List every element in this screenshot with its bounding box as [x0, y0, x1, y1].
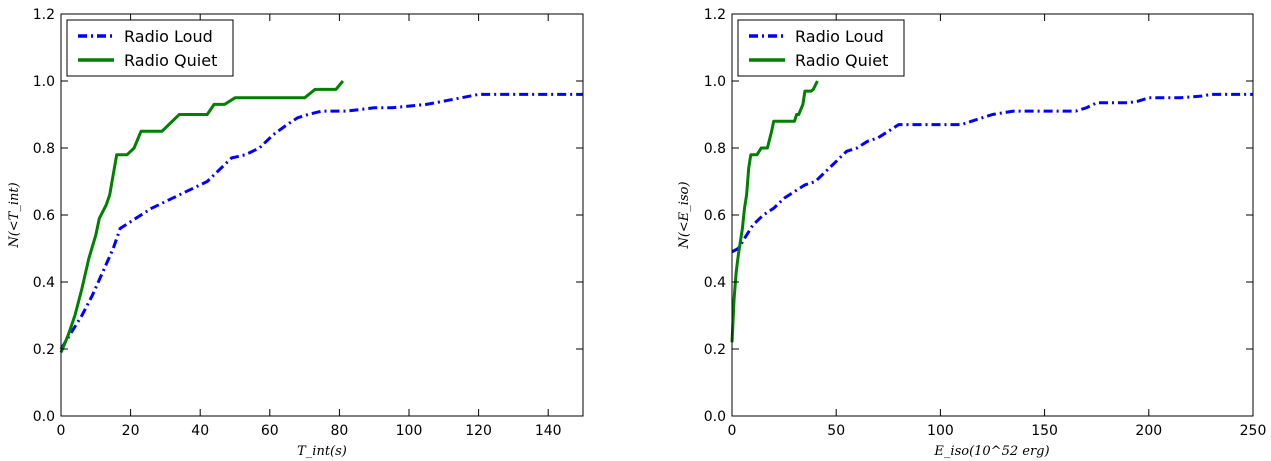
ticks-layer: 0 20 40 60 80 100 120 140 0.0 0.2 0.4 0.6 0.8 1.0 1.2 [33, 7, 583, 439]
y-tick-label: 0.2 [704, 342, 726, 358]
x-tick-label: 50 [827, 423, 845, 439]
y-tick-label: 1.2 [704, 7, 726, 23]
x-axis-label: E_iso(10^52 erg) [933, 444, 1049, 459]
chart-left: 0 20 40 60 80 100 120 1400.00.20.40.60.81.01.2 … [7, 7, 584, 459]
x-tick-label: 100 [927, 423, 954, 439]
series-layer [59, 80, 583, 353]
y-tick-label: 1.0 [33, 74, 55, 90]
x-tick-label: 120 [465, 423, 492, 439]
y-axis-label: N(<E_iso) [677, 181, 692, 249]
legend: Radio Loud Radio Quiet [66, 19, 234, 77]
y-axis-label: N(<T_int) [7, 182, 22, 248]
y-tick-label: 0.6 [704, 208, 726, 224]
x-tick-label: 140 [535, 423, 562, 439]
x-tick-label: 0 [728, 423, 737, 439]
y-tick-label: 1.2 [33, 7, 55, 23]
series-line-radio-quiet [59, 80, 345, 353]
x-tick-label: 80 [330, 423, 348, 439]
legend-frame [737, 19, 905, 77]
series-line-radio-loud [731, 92, 1253, 254]
x-tick-label: 60 [261, 423, 279, 439]
legend-label-radio-loud: Radio Loud [124, 27, 213, 46]
legend-label-radio-loud: Radio Loud [795, 27, 884, 46]
legend-label-radio-quiet: Radio Quiet [124, 51, 217, 70]
series-line-radio-quiet [730, 80, 819, 343]
legend-frame [66, 19, 234, 77]
ticks-layer: 0 50 100 150 200 250 0.0 0.2 0.4 0.6 0.8 1.0 1.2 [704, 7, 1267, 439]
x-tick-label: 20 [122, 423, 140, 439]
x-tick-label: 250 [1240, 423, 1267, 439]
x-tick-label: 40 [191, 423, 209, 439]
y-tick-label: 0.2 [33, 342, 55, 358]
x-tick-label: 200 [1135, 423, 1162, 439]
x-axis-label: T_int(s) [297, 444, 347, 459]
y-tick-label: 0.0 [704, 409, 726, 425]
y-tick-label: 0.4 [704, 275, 726, 291]
series-layer [730, 80, 1253, 343]
plot-frame [731, 13, 1254, 417]
x-tick-label: 150 [1031, 423, 1058, 439]
y-tick-label: 0.4 [33, 275, 55, 291]
chart-right: 0 50 100 150 200 250 0.0 0.2 0.4 0.6 0.8 1.0 1.2 E_i… [677, 7, 1266, 459]
y-tick-label: 0.6 [33, 208, 55, 224]
y-tick-label: 0.8 [704, 141, 726, 157]
x-tick-label: 100 [396, 423, 423, 439]
legend-label-radio-quiet: Radio Quiet [795, 51, 888, 70]
y-tick-label: 1.0 [704, 74, 726, 90]
plot-frame [60, 13, 584, 417]
series-line-radio-loud [59, 92, 583, 350]
y-tick-label: 0.8 [33, 141, 55, 157]
y-tick-label: 0.0 [33, 409, 55, 425]
x-tick-label: 0 [57, 423, 66, 439]
legend: Radio Loud Radio Quiet [737, 19, 905, 77]
